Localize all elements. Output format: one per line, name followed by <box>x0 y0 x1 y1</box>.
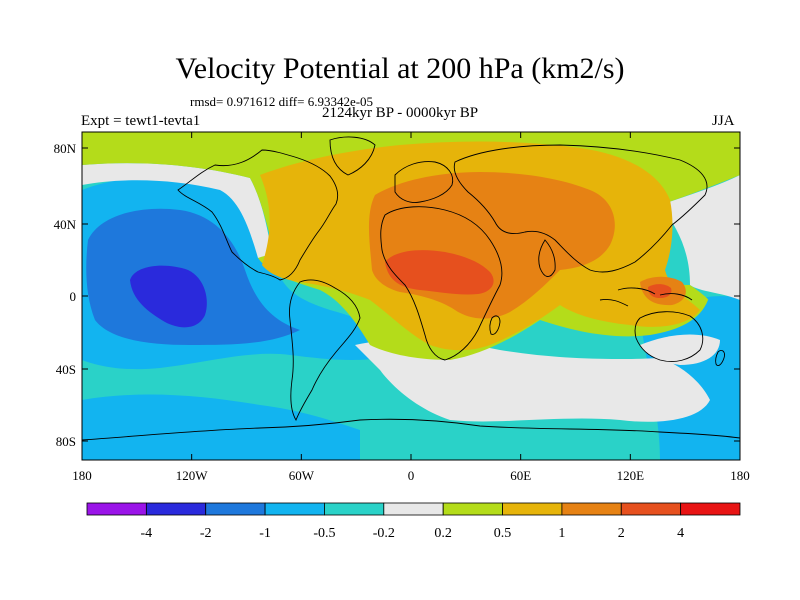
field-red-africa <box>385 250 494 295</box>
colorbar-label: -0.5 <box>313 526 335 541</box>
longitude-labels: 180 120W 60W 0 60E 120E 180 <box>72 468 750 483</box>
field-white-austral <box>640 334 720 365</box>
colorbar-swatch <box>145 502 207 516</box>
colorbar-label: -0.2 <box>373 526 395 541</box>
colorbar-swatch <box>620 502 682 516</box>
lat-tick-label: 40N <box>54 217 77 232</box>
contour-field <box>82 132 740 460</box>
lon-tick-label: 60E <box>510 468 531 483</box>
colorbar-swatch <box>680 502 741 516</box>
colorbar-label: 2 <box>618 526 625 541</box>
season-label: JJA <box>712 113 735 129</box>
lon-tick-label: 180 <box>72 468 92 483</box>
field-deepblue-pacific <box>130 265 207 328</box>
lat-tick-label: 0 <box>70 289 77 304</box>
lon-tick-label: 0 <box>408 468 415 483</box>
lon-tick-label: 120W <box>176 468 209 483</box>
field-white-eastasia <box>660 175 740 300</box>
colorbar-swatch <box>561 502 622 516</box>
colorbar-swatch <box>324 502 385 516</box>
experiment-label: Expt = tewt1-tevta1 <box>81 113 201 129</box>
colorbar-swatch <box>205 502 266 516</box>
map-subtitle: 2124kyr BP - 0000kyr BP <box>321 105 479 121</box>
coastlines <box>82 136 740 441</box>
colorbar-swatch <box>86 502 147 516</box>
colorbar-label: -4 <box>141 526 153 541</box>
colorbar-swatch <box>264 502 325 516</box>
colorbar-labels: -4 -2 -1 -0.5 -0.2 0.2 0.5 1 2 4 <box>141 526 685 541</box>
lon-tick-label: 60W <box>289 468 315 483</box>
axis-ticks <box>81 132 741 460</box>
field-white-north <box>82 163 272 258</box>
field-lightblue-wpac <box>708 296 740 340</box>
stats-text: rmsd= 0.971612 diff= 6.93342e-05 <box>190 94 374 109</box>
lat-tick-label: 80N <box>54 141 77 156</box>
colorbar-label: -2 <box>200 526 212 541</box>
lon-tick-label: 120E <box>617 468 645 483</box>
colorbar-swatch <box>502 502 563 516</box>
lon-tick-label: 180 <box>730 468 750 483</box>
lat-tick-label: 40S <box>56 362 76 377</box>
colorbar-label: 4 <box>677 526 684 541</box>
field-lightblue-s <box>82 394 360 460</box>
colorbar-swatch <box>442 502 503 516</box>
colorbar-label: 1 <box>558 526 565 541</box>
colorbar-label: 0.2 <box>434 526 452 541</box>
map-title: Velocity Potential at 200 hPa (km2/s) <box>175 52 625 85</box>
colorbar-label: -1 <box>259 526 271 541</box>
colorbar <box>86 502 741 516</box>
colorbar-label: 0.5 <box>494 526 512 541</box>
latitude-labels: 80N 40N 0 40S 80S <box>54 141 77 449</box>
field-red-se-asia <box>648 284 672 298</box>
lat-tick-label: 80S <box>56 434 76 449</box>
colorbar-swatch <box>383 502 444 516</box>
